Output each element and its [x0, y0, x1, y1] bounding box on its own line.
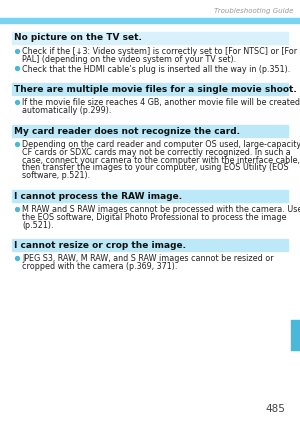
Text: PAL] (depending on the video system of your TV set).: PAL] (depending on the video system of y… [22, 55, 236, 64]
Text: Check if the [↓3: Video system] is correctly set to [For NTSC] or [For: Check if the [↓3: Video system] is corre… [22, 47, 297, 56]
Bar [12, 32, 288, 44]
Text: My card reader does not recognize the card.: My card reader does not recognize the ca… [14, 126, 240, 135]
Text: cropped with the camera (p.369, 371).: cropped with the camera (p.369, 371). [22, 262, 177, 271]
Text: CF cards or SDXC cards may not be correctly recognized. In such a: CF cards or SDXC cards may not be correc… [22, 148, 291, 157]
Text: JPEG S3, RAW, M RAW, and S RAW images cannot be resized or: JPEG S3, RAW, M RAW, and S RAW images ca… [22, 254, 274, 264]
Text: 485: 485 [265, 404, 285, 414]
Bar [0, 18, 300, 23]
Text: automatically (p.299).: automatically (p.299). [22, 106, 111, 115]
Bar [291, 320, 300, 350]
Text: Troubleshooting Guide: Troubleshooting Guide [214, 8, 293, 14]
Text: Depending on the card reader and computer OS used, large-capacity: Depending on the card reader and compute… [22, 140, 300, 149]
Bar [12, 190, 288, 202]
Bar [12, 125, 288, 137]
Text: software, p.521).: software, p.521). [22, 171, 90, 180]
Text: M RAW and S RAW images cannot be processed with the camera. Use: M RAW and S RAW images cannot be process… [22, 205, 300, 214]
Text: There are multiple movie files for a single movie shoot.: There are multiple movie files for a sin… [14, 85, 297, 94]
Text: I cannot resize or crop the image.: I cannot resize or crop the image. [14, 241, 186, 250]
Text: case, connect your camera to the computer with the interface cable,: case, connect your camera to the compute… [22, 156, 300, 165]
Text: If the movie file size reaches 4 GB, another movie file will be created: If the movie file size reaches 4 GB, ano… [22, 99, 300, 107]
Text: the EOS software, Digital Photo Professional to process the image: the EOS software, Digital Photo Professi… [22, 213, 286, 222]
Bar [12, 239, 288, 251]
Bar [12, 83, 288, 96]
Text: No picture on the TV set.: No picture on the TV set. [14, 33, 142, 42]
Text: (p.521).: (p.521). [22, 221, 53, 230]
Text: Check that the HDMI cable’s plug is inserted all the way in (p.351).: Check that the HDMI cable’s plug is inse… [22, 65, 290, 74]
Text: then transfer the images to your computer, using EOS Utility (EOS: then transfer the images to your compute… [22, 163, 289, 173]
Text: I cannot process the RAW image.: I cannot process the RAW image. [14, 192, 182, 201]
